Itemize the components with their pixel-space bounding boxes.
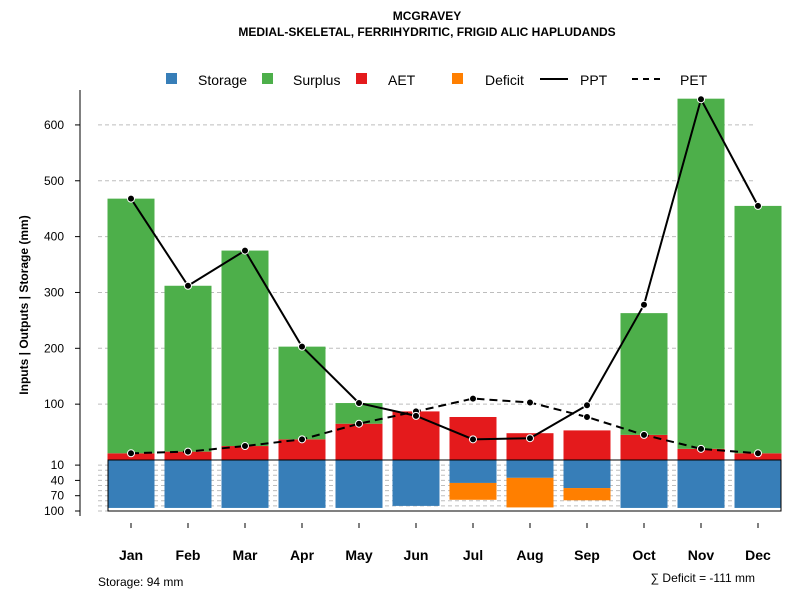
- x-tick-label-Oct: Oct: [632, 547, 656, 563]
- ppt-point-Aug: [526, 434, 534, 443]
- y-tick-label-300: 300: [44, 285, 64, 299]
- y-tick-label-low-10: 10: [51, 458, 65, 472]
- legend-label-storage: Storage: [198, 72, 247, 88]
- storage-bar-Dec: [734, 460, 782, 508]
- ppt-point-Mar: [241, 246, 249, 255]
- surplus-bar-Jan: [107, 198, 155, 454]
- ppt-point-Feb: [184, 281, 192, 290]
- pet-point-Dec: [754, 449, 762, 458]
- aet-bar-Apr: [278, 439, 326, 460]
- legend-label-surplus: Surplus: [293, 72, 340, 88]
- legend-label-aet: AET: [388, 72, 416, 88]
- y-tick-label-600: 600: [44, 118, 64, 132]
- x-tick-label-Jul: Jul: [463, 547, 483, 563]
- y-tick-label-100: 100: [44, 397, 64, 411]
- aet-bar-May: [335, 423, 383, 460]
- pet-point-Oct: [640, 430, 648, 439]
- x-tick-label-Apr: Apr: [290, 547, 315, 563]
- storage-bar-Jan: [107, 460, 155, 508]
- surplus-bar-Nov: [677, 98, 725, 449]
- deficit-footer: ∑ Deficit = -111 mm: [651, 571, 755, 585]
- surplus-bar-Oct: [620, 313, 668, 435]
- y-tick-label-low-40: 40: [51, 473, 65, 487]
- storage-bar-Feb: [164, 460, 212, 508]
- y-axis-label: Inputs | Outputs | Storage (mm): [17, 215, 31, 394]
- deficit-bar-Sep: [563, 488, 611, 501]
- legend-swatch-aet: [356, 73, 367, 84]
- y-tick-label-500: 500: [44, 174, 64, 188]
- legend-swatch-deficit: [452, 73, 463, 84]
- pet-point-Mar: [241, 442, 249, 451]
- surplus-bar-May: [335, 403, 383, 424]
- x-tick-label-Mar: Mar: [233, 547, 258, 563]
- x-tick-label-Jan: Jan: [119, 547, 143, 563]
- legend-label-pet: PET: [680, 72, 708, 88]
- surplus-bar-Apr: [278, 346, 326, 440]
- ppt-point-Jan: [127, 194, 135, 203]
- ppt-point-Apr: [298, 342, 306, 351]
- legend: Storage Surplus AET Deficit PPT PET: [166, 72, 708, 88]
- aet-bar-Feb: [164, 451, 212, 460]
- x-tick-label-Feb: Feb: [176, 547, 201, 563]
- surplus-bar-Dec: [734, 205, 782, 454]
- surplus-bar-Feb: [164, 285, 212, 452]
- ppt-point-Jun: [412, 411, 420, 420]
- legend-swatch-storage: [166, 73, 177, 84]
- deficit-bar-Jul: [449, 482, 497, 500]
- storage-bar-May: [335, 460, 383, 508]
- x-tick-label-Aug: Aug: [516, 547, 543, 563]
- x-tick-label-Dec: Dec: [745, 547, 771, 563]
- ppt-point-Sep: [583, 401, 591, 410]
- pet-point-Jul: [469, 394, 477, 403]
- legend-swatch-surplus: [262, 73, 273, 84]
- pet-point-Feb: [184, 447, 192, 456]
- x-tick-label-May: May: [345, 547, 372, 563]
- chart-subtitle: MEDIAL-SKELETAL, FERRIHYDRITIC, FRIGID A…: [238, 25, 615, 39]
- pet-point-Aug: [526, 398, 534, 407]
- storage-bar-Jun: [392, 460, 440, 506]
- chart-title: MCGRAVEY: [393, 9, 461, 23]
- pet-point-Apr: [298, 435, 306, 444]
- pet-point-May: [355, 419, 363, 428]
- ppt-point-Nov: [697, 95, 705, 104]
- storage-frame: [107, 459, 782, 512]
- storage-footer: Storage: 94 mm: [98, 575, 183, 589]
- surplus-bar-Mar: [221, 250, 269, 447]
- pet-line: [130, 397, 759, 455]
- storage-bar-Mar: [221, 460, 269, 508]
- ppt-line: [130, 96, 759, 441]
- pet-point-Nov: [697, 444, 705, 453]
- aet-bar-Sep: [563, 430, 611, 460]
- storage-bar-Sep: [563, 460, 611, 489]
- aet-bar-Mar: [221, 446, 269, 460]
- legend-label-ppt: PPT: [580, 72, 608, 88]
- storage-bar-Oct: [620, 460, 668, 508]
- legend-label-deficit: Deficit: [485, 72, 524, 88]
- aet-bar-Nov: [677, 448, 725, 460]
- ppt-point-Jul: [469, 435, 477, 444]
- storage-bar-Nov: [677, 460, 725, 508]
- ppt-point-Dec: [754, 201, 762, 210]
- y-tick-label-400: 400: [44, 230, 64, 244]
- storage-bar-Jul: [449, 460, 497, 483]
- y-tick-label-200: 200: [44, 341, 64, 355]
- x-tick-label-Sep: Sep: [574, 547, 600, 563]
- y-tick-label-low-100: 100: [44, 504, 64, 518]
- pet-point-Sep: [583, 412, 591, 421]
- x-tick-label-Jun: Jun: [404, 547, 429, 563]
- storage-bar-Apr: [278, 460, 326, 508]
- y-tick-label-low-70: 70: [51, 489, 65, 503]
- ppt-point-May: [355, 399, 363, 408]
- pet-point-Jan: [127, 449, 135, 458]
- deficit-bar-Aug: [506, 477, 554, 508]
- storage-bar-Aug: [506, 460, 554, 478]
- ppt-point-Oct: [640, 300, 648, 309]
- x-tick-label-Nov: Nov: [688, 547, 715, 563]
